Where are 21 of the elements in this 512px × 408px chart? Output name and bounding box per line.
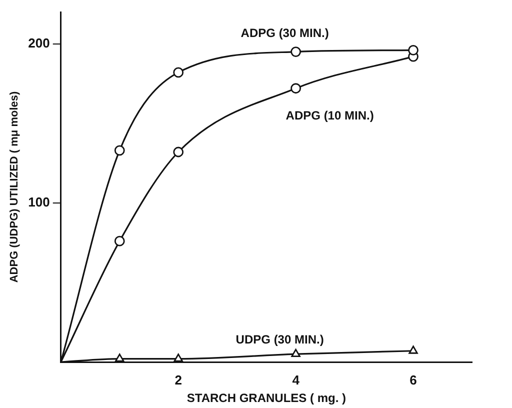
point: [114, 236, 125, 246]
y-tick-label: 100: [28, 194, 50, 210]
point: [174, 354, 183, 362]
series-label: ADPG (10 MIN.): [286, 108, 374, 123]
x-tick-label: 4: [292, 372, 300, 388]
point: [408, 346, 418, 354]
point: [290, 46, 302, 57]
point: [114, 145, 125, 156]
y-axis-title: ADPG (UDPG) UTILIZED ( mμ moles): [8, 91, 21, 283]
x-axis-title: STARCH GRANULES ( mg. ): [186, 391, 346, 406]
x-tick-label: 2: [174, 372, 182, 388]
point: [173, 146, 184, 158]
point: [173, 67, 184, 78]
point: [291, 348, 300, 357]
series-label: ADPG (30 MIN.): [240, 26, 329, 40]
x-tick-label: 6: [410, 372, 417, 388]
point: [290, 83, 302, 94]
series-label: UDPG (30 MIN.): [236, 332, 324, 346]
point: [115, 354, 124, 362]
point: [408, 44, 418, 56]
y-tick-label: 200: [28, 35, 50, 50]
